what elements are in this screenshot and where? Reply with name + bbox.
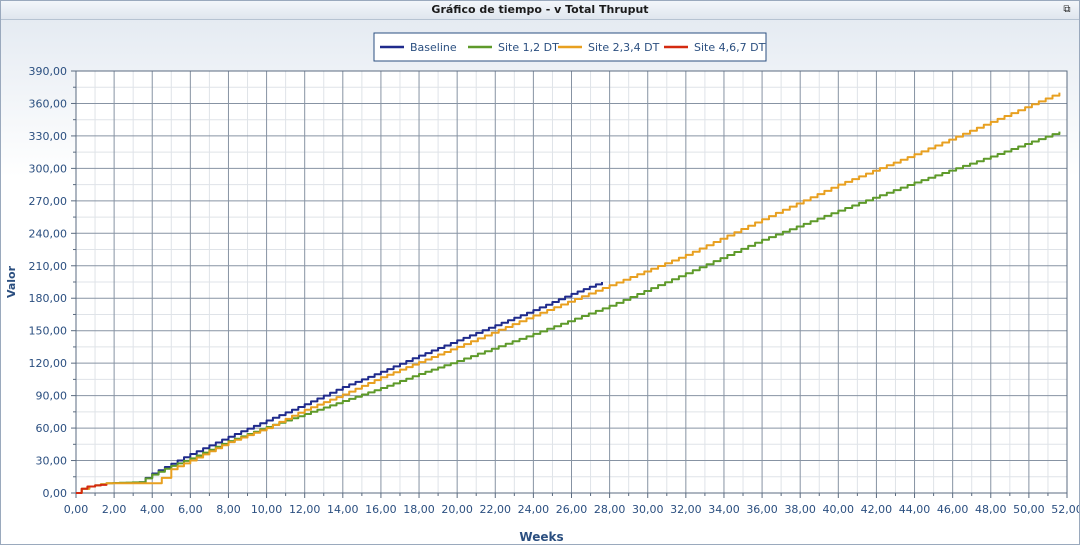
x-tick-label: 28,00 xyxy=(594,503,626,516)
y-tick-label: 390,00 xyxy=(29,65,68,78)
x-tick-label: 14,00 xyxy=(327,503,359,516)
x-tick-label: 8,00 xyxy=(216,503,241,516)
x-tick-label: 20,00 xyxy=(441,503,473,516)
x-tick-label: 4,00 xyxy=(140,503,165,516)
y-tick-label: 210,00 xyxy=(29,260,68,273)
y-tick-label: 360,00 xyxy=(29,97,68,110)
y-tick-label: 90,00 xyxy=(36,390,68,403)
series-line-0 xyxy=(138,282,603,484)
y-tick-label: 0,00 xyxy=(43,487,68,500)
x-tick-label: 26,00 xyxy=(556,503,588,516)
y-tick-label: 270,00 xyxy=(29,195,68,208)
x-tick-label: 18,00 xyxy=(403,503,435,516)
x-tick-label: 46,00 xyxy=(937,503,969,516)
x-axis-label: Weeks xyxy=(519,530,563,544)
x-tick-label: 16,00 xyxy=(365,503,397,516)
x-tick-label: 6,00 xyxy=(178,503,203,516)
title-bar: Gráfico de tiempo - v Total Thruput ⧉ xyxy=(1,1,1079,20)
y-tick-label: 150,00 xyxy=(29,325,68,338)
x-tick-label: 30,00 xyxy=(632,503,664,516)
x-tick-label: 48,00 xyxy=(975,503,1007,516)
x-tick-label: 22,00 xyxy=(480,503,512,516)
x-tick-label: 0,00 xyxy=(64,503,89,516)
legend: Baseline Site 1,2 DT Site 2,3,4 DT Site 4,6… xyxy=(373,32,767,62)
y-axis-label: Valor xyxy=(5,265,18,298)
x-tick-label: 42,00 xyxy=(861,503,893,516)
x-tick-label: 52,00 xyxy=(1051,503,1079,516)
x-tick-label: 32,00 xyxy=(670,503,702,516)
x-tick-label: 44,00 xyxy=(899,503,931,516)
x-tick-label: 2,00 xyxy=(102,503,127,516)
x-tick-label: 36,00 xyxy=(746,503,778,516)
legend-label: Site 2,3,4 DT xyxy=(588,41,660,54)
series-line-3 xyxy=(76,483,108,494)
x-tick-label: 38,00 xyxy=(784,503,816,516)
x-tick-label: 40,00 xyxy=(823,503,855,516)
window-title: Gráfico de tiempo - v Total Thruput xyxy=(431,3,649,16)
x-tick-label: 12,00 xyxy=(289,503,321,516)
x-tick-label: 24,00 xyxy=(518,503,550,516)
legend-label: Site 1,2 DT xyxy=(498,41,559,54)
y-tick-label: 30,00 xyxy=(36,455,68,468)
y-tick-label: 240,00 xyxy=(29,227,68,240)
series-line-2 xyxy=(76,92,1061,494)
x-tick-label: 10,00 xyxy=(251,503,283,516)
x-tick-label: 34,00 xyxy=(708,503,740,516)
legend-label: Site 4,6,7 DT xyxy=(694,41,766,54)
time-chart: 0,00 2,00 4,00 6,00 8,00 10,00 12,00 14,00 16,00… xyxy=(5,32,1080,544)
y-tick-label: 180,00 xyxy=(29,292,68,305)
y-tick-label: 120,00 xyxy=(29,357,68,370)
x-tick-label: 50,00 xyxy=(1013,503,1045,516)
y-tick-label: 300,00 xyxy=(29,162,68,175)
restore-icon[interactable]: ⧉ xyxy=(1063,4,1071,15)
y-tick-label: 60,00 xyxy=(36,422,68,435)
legend-label: Baseline xyxy=(410,41,457,54)
y-tick-label: 330,00 xyxy=(29,130,68,143)
chart-area: 0,00 2,00 4,00 6,00 8,00 10,00 12,00 14,00 16,00… xyxy=(1,20,1080,544)
